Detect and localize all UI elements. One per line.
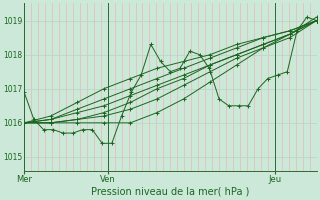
X-axis label: Pression niveau de la mer( hPa ): Pression niveau de la mer( hPa ) (91, 187, 250, 197)
